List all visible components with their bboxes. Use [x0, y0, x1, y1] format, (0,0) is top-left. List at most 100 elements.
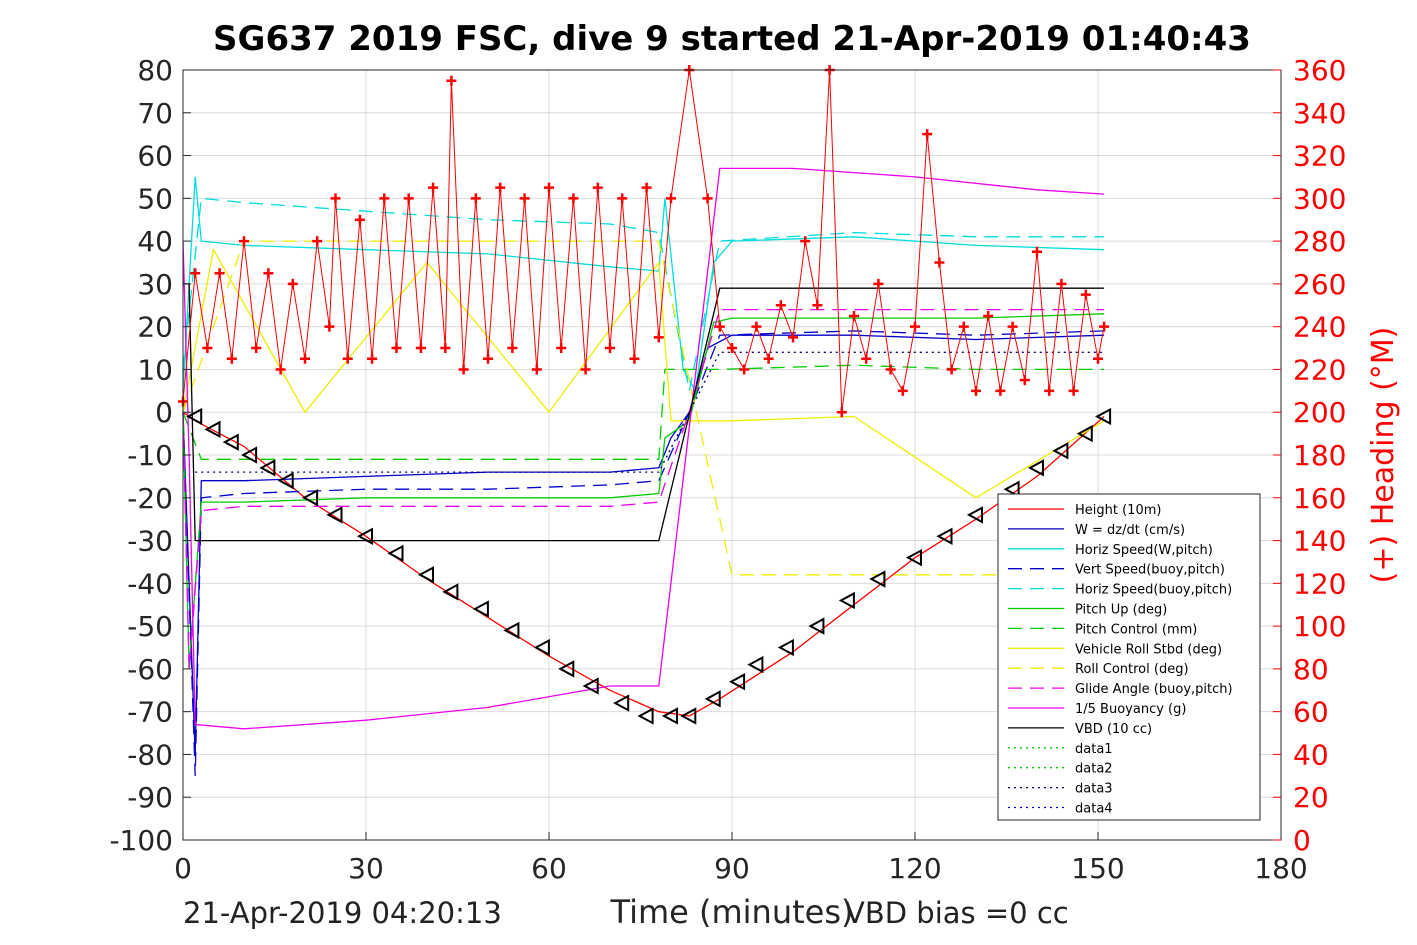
heading-layer	[178, 65, 1110, 418]
depth-marker	[661, 707, 678, 725]
heading-marker	[702, 193, 713, 204]
series-line-9	[182, 308, 1105, 669]
heading-marker	[971, 385, 981, 396]
depth-marker	[186, 407, 203, 426]
heading-marker	[275, 364, 286, 375]
legend-label: W = dz/dt (cm/s)	[1075, 523, 1185, 538]
y-right-tick-label: 60	[1293, 696, 1329, 729]
heading-marker	[367, 353, 378, 364]
heading-marker	[861, 353, 872, 364]
y-right-tick-label: 320	[1293, 140, 1346, 173]
heading-marker	[440, 343, 451, 354]
y-right-tick-label: 200	[1293, 396, 1346, 429]
depth-marker	[966, 506, 983, 524]
heading-marker	[483, 353, 493, 364]
series-line-7	[182, 247, 1105, 499]
heading-marker	[428, 182, 439, 193]
heading-marker	[739, 364, 750, 375]
heading-marker	[330, 193, 341, 204]
y-tick-label: 80	[137, 54, 173, 87]
y-tick-label: -70	[127, 696, 173, 729]
y-right-tick-label: 0	[1293, 824, 1311, 857]
series-line-3	[182, 330, 1105, 776]
x-tick-label: 60	[531, 852, 567, 885]
x-tick-label: 180	[1254, 852, 1307, 885]
depth-marker	[1094, 407, 1112, 426]
legend-label: VBD (10 cc)	[1075, 722, 1152, 737]
heading-marker	[446, 75, 457, 86]
heading-marker	[1080, 289, 1091, 300]
heading-marker	[403, 193, 414, 204]
y-tick-label: 30	[137, 268, 173, 301]
legend-label: Glide Angle (buoy,pitch)	[1075, 682, 1233, 697]
heading-marker	[788, 332, 798, 343]
y-tick-label: 50	[137, 182, 173, 215]
depth-marker	[637, 707, 654, 725]
legend-label: Horiz Speed(buoy,pitch)	[1075, 583, 1232, 598]
y-right-tick-label: 180	[1293, 439, 1346, 472]
heading-marker	[287, 278, 298, 289]
heading-marker	[873, 278, 884, 289]
depth-marker	[1027, 459, 1044, 477]
heading-marker	[617, 193, 628, 204]
heading-marker	[1019, 375, 1030, 386]
legend-label: Pitch Up (deg)	[1075, 603, 1167, 618]
heading-marker	[812, 300, 823, 311]
y-tick-label: 10	[137, 353, 173, 386]
heading-marker	[239, 236, 249, 247]
heading-marker	[641, 182, 652, 193]
y-tick-label: -30	[127, 525, 173, 558]
legend-entries: Height (10m) W = dz/dt (cm/s) Horiz Speed(…	[1008, 503, 1233, 817]
series-layer	[182, 167, 1105, 776]
y-right-tick-label: 300	[1293, 182, 1346, 215]
heading-marker	[1068, 385, 1079, 396]
depth-marker	[747, 655, 764, 674]
heading-marker	[836, 407, 847, 418]
depth-marker	[442, 583, 459, 601]
heading-marker	[958, 321, 969, 332]
y-tick-label: -80	[127, 738, 173, 771]
x-tick-label: 150	[1071, 852, 1124, 885]
y-right-tick-label: 140	[1293, 525, 1346, 558]
heading-marker	[300, 353, 310, 364]
heading-marker	[727, 343, 737, 354]
series-line-5	[182, 313, 1105, 669]
depth-marker	[472, 600, 489, 618]
depth-marker	[582, 677, 599, 695]
heading-marker	[885, 364, 896, 375]
depth-marker	[533, 638, 550, 657]
heading-marker	[946, 364, 957, 375]
depth-marker	[503, 621, 520, 640]
y-right-tick-label: 240	[1293, 311, 1346, 344]
heading-marker	[775, 300, 786, 311]
chart-title: SG637 2019 FSC, dive 9 started 21-Apr-20…	[213, 19, 1251, 59]
heading-marker	[934, 257, 945, 268]
depth-marker	[356, 527, 373, 545]
y-right-tick-label: 120	[1293, 567, 1346, 600]
heading-marker	[415, 343, 426, 354]
heading-marker	[251, 343, 262, 354]
series-line-0	[182, 411, 1105, 717]
heading-marker	[910, 321, 920, 332]
heading-marker	[897, 385, 908, 396]
depth-marker	[680, 707, 697, 725]
depth-marker	[387, 544, 404, 563]
heading-marker	[1007, 321, 1018, 332]
legend: Height (10m) W = dz/dt (cm/s) Horiz Speed(…	[997, 493, 1261, 821]
y-right-tick-label: 340	[1293, 97, 1346, 130]
y-right-tick-label: 80	[1293, 653, 1329, 686]
heading-marker	[568, 193, 579, 204]
depth-marker	[301, 489, 319, 507]
heading-marker	[391, 343, 402, 354]
y-right-tick-label: 160	[1293, 482, 1346, 515]
heading-marker	[983, 310, 994, 321]
depth-marker	[222, 433, 239, 451]
heading-marker	[800, 236, 811, 247]
heading-marker	[653, 332, 664, 343]
y-tick-label: -10	[127, 439, 173, 472]
depth-marker	[1076, 424, 1093, 443]
legend-label: 1/5 Buoyancy (g)	[1075, 702, 1186, 717]
heading-marker	[342, 353, 353, 364]
heading-marker	[995, 385, 1006, 396]
heading-marker	[751, 321, 762, 332]
